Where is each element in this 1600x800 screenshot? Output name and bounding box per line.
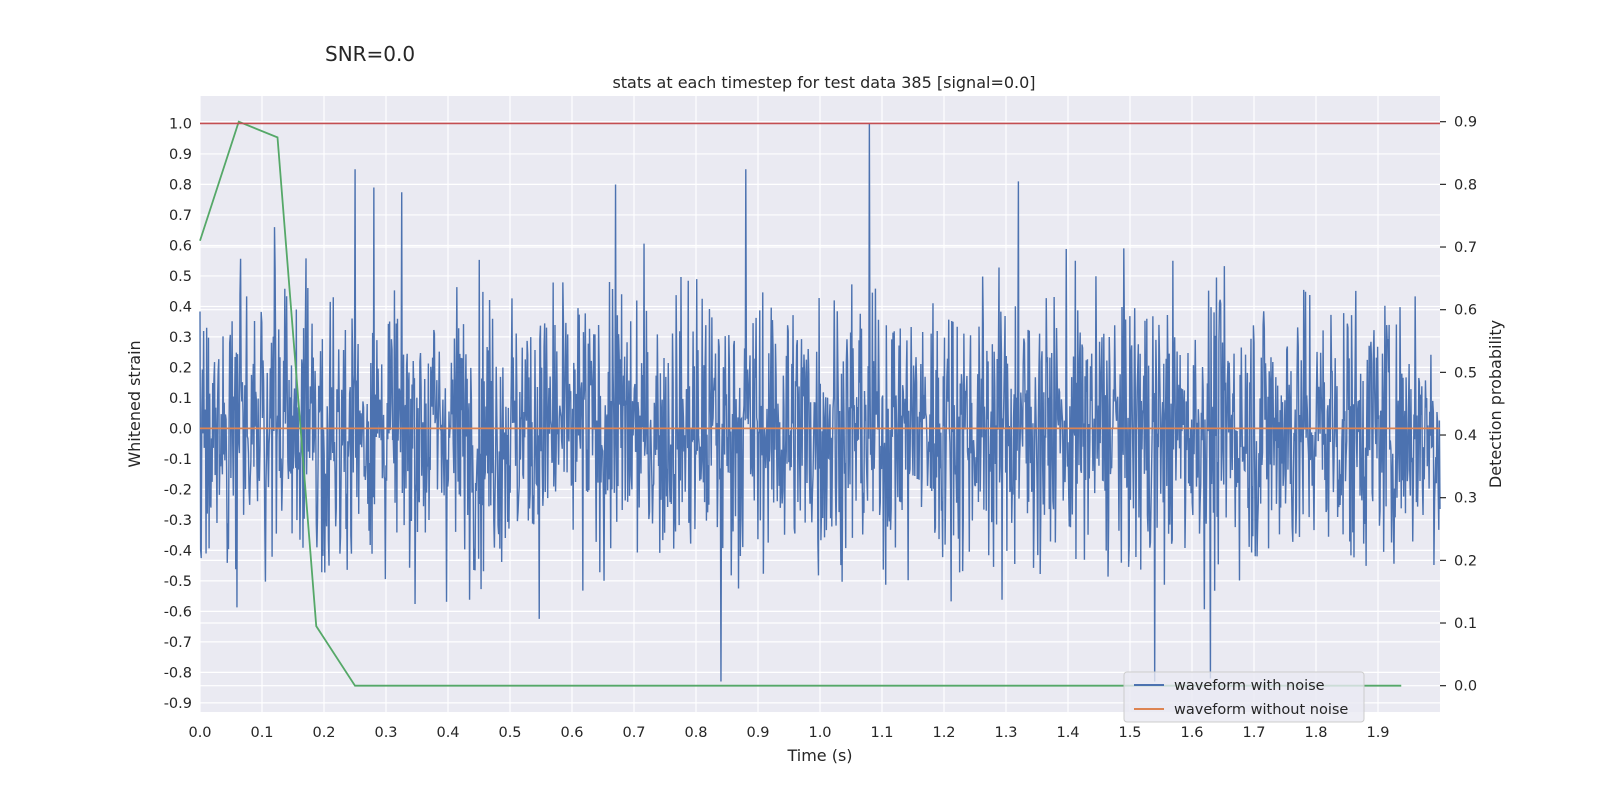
x-tick-label: 1.7 bbox=[1242, 725, 1265, 741]
y-tick-label: -0.4 bbox=[164, 543, 192, 559]
x-tick-label: 1.6 bbox=[1180, 725, 1203, 741]
y2-axis-label: Detection probability bbox=[1486, 320, 1505, 488]
y-tick-label: 0.3 bbox=[169, 330, 192, 346]
legend: waveform with noise waveform without noi… bbox=[1123, 671, 1365, 723]
x-tick-label: 0.1 bbox=[250, 725, 273, 741]
y-axis-label: Whitened strain bbox=[125, 340, 144, 467]
y-tick-label: -0.3 bbox=[164, 513, 192, 529]
x-axis-ticks: 0.0 0.1 0.2 0.3 0.4 0.5 0.6 0.7 0.8 0.9 1.0 1.1 1.2 1… bbox=[188, 725, 1389, 741]
snr-suptitle: SNR=0.0 bbox=[325, 42, 415, 66]
x-tick-label: 0.7 bbox=[622, 725, 645, 741]
y2-tick-label: 0.6 bbox=[1454, 303, 1477, 319]
legend-box bbox=[1123, 671, 1365, 723]
x-tick-label: 0.2 bbox=[312, 725, 335, 741]
x-tick-label: 1.5 bbox=[1118, 725, 1141, 741]
y2-axis-ticks: 0.0 0.1 0.2 0.3 0.4 0.5 0.6 0.7 0.8 0.9 bbox=[1440, 115, 1477, 695]
x-tick-label: 0.8 bbox=[684, 725, 707, 741]
y2-tick-label: 0.0 bbox=[1454, 679, 1477, 695]
x-tick-label: 1.3 bbox=[994, 725, 1017, 741]
x-tick-label: 0.9 bbox=[746, 725, 769, 741]
y2-tick-label: 0.2 bbox=[1454, 553, 1477, 569]
y-tick-label: 0.7 bbox=[169, 208, 192, 224]
y-tick-label: -0.6 bbox=[164, 604, 192, 620]
y-tick-label: 0.0 bbox=[169, 421, 192, 437]
grid-lines bbox=[199, 96, 1440, 712]
y-tick-label: -0.8 bbox=[164, 665, 192, 681]
chart-title: stats at each timestep for test data 385… bbox=[612, 73, 1035, 92]
y-tick-label: 0.8 bbox=[169, 177, 192, 193]
y-tick-label: 0.6 bbox=[169, 238, 192, 254]
y-tick-label: -0.2 bbox=[164, 482, 192, 498]
y-tick-label: 0.9 bbox=[169, 147, 192, 163]
y2-tick-label: 0.4 bbox=[1454, 428, 1477, 444]
x-tick-label: 0.0 bbox=[188, 725, 211, 741]
x-tick-label: 0.4 bbox=[436, 725, 459, 741]
y2-tick-label: 0.9 bbox=[1454, 115, 1477, 131]
x-tick-label: 1.9 bbox=[1366, 725, 1389, 741]
x-tick-label: 0.5 bbox=[498, 725, 521, 741]
y2-tick-label: 0.7 bbox=[1454, 240, 1477, 256]
x-tick-label: 0.3 bbox=[374, 725, 397, 741]
y2-tick-label: 0.5 bbox=[1454, 365, 1477, 381]
y2-tick-label: 0.1 bbox=[1454, 616, 1477, 632]
y-tick-label: 0.5 bbox=[169, 269, 192, 285]
legend-label-clean: waveform without noise bbox=[1174, 702, 1348, 718]
x-tick-label: 1.1 bbox=[870, 725, 893, 741]
legend-label-noisy: waveform with noise bbox=[1174, 678, 1325, 694]
y-tick-label: -0.9 bbox=[164, 696, 192, 712]
y-axis-ticks: -0.9 -0.8 -0.7 -0.6 -0.5 -0.4 -0.3 -0.2 -0.1 0.0 0… bbox=[164, 116, 192, 711]
y-tick-label: -0.5 bbox=[164, 574, 192, 590]
x-tick-label: 1.4 bbox=[1056, 725, 1079, 741]
noisy-waveform-series bbox=[199, 123, 1441, 682]
x-tick-label: 1.0 bbox=[808, 725, 831, 741]
y-tick-label: -0.1 bbox=[164, 452, 192, 468]
y-tick-label: 0.1 bbox=[169, 391, 192, 407]
noisy-waveform-line bbox=[199, 123, 1441, 682]
y-tick-label: -0.7 bbox=[164, 635, 192, 651]
y-tick-label: 1.0 bbox=[169, 116, 192, 132]
x-axis-label: Time (s) bbox=[786, 746, 852, 765]
x-tick-label: 0.6 bbox=[560, 725, 583, 741]
y2-tick-label: 0.3 bbox=[1454, 491, 1477, 507]
y-tick-label: 0.2 bbox=[169, 360, 192, 376]
x-tick-label: 1.2 bbox=[932, 725, 955, 741]
y-tick-label: 0.4 bbox=[169, 299, 192, 315]
y2-tick-label: 0.8 bbox=[1454, 177, 1477, 193]
x-tick-label: 1.8 bbox=[1304, 725, 1327, 741]
